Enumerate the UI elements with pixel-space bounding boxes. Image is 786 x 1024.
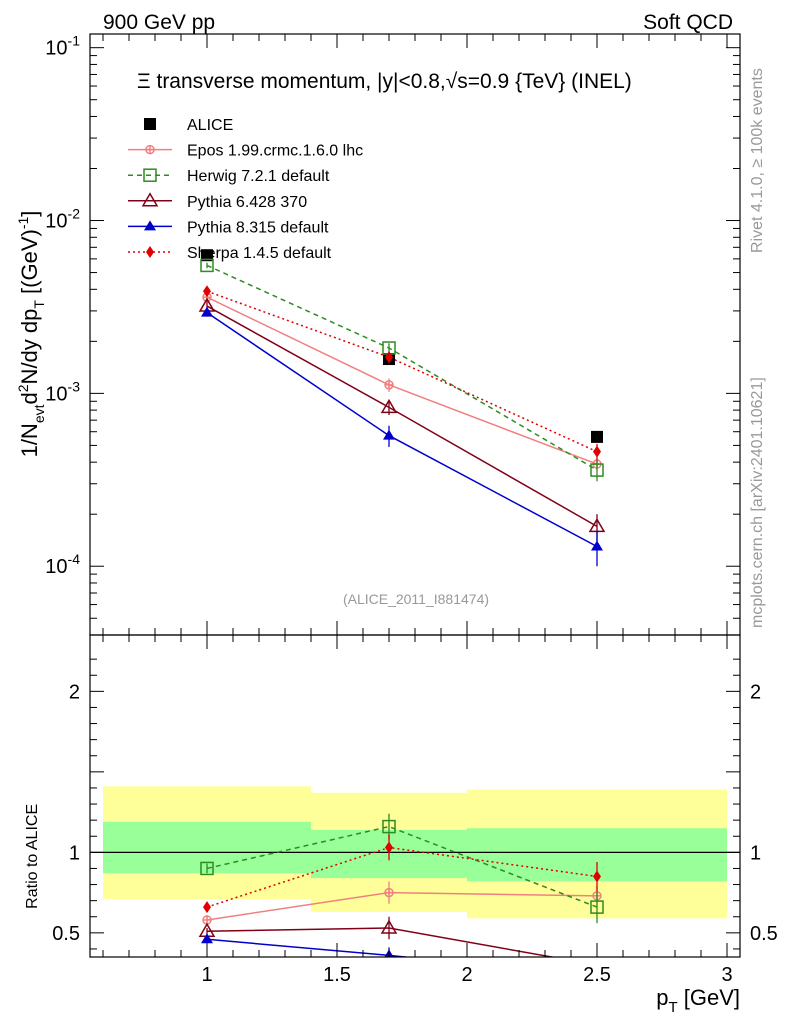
data-point (385, 351, 393, 364)
x-tick-label: 2 (461, 964, 472, 986)
ratio-y-tick-label: 2 (69, 681, 80, 703)
ratio-y-tick-label-right: 0.5 (750, 923, 778, 945)
series-line (206, 312, 598, 548)
ratio-series-pythia-8-315-default (201, 933, 413, 957)
ratio-point (380, 919, 398, 934)
legend-marker (143, 168, 157, 182)
y-tick-label: 10-1 (45, 33, 80, 60)
ratio-y-tick-label-right: 2 (750, 681, 761, 703)
ratio-point (593, 870, 601, 883)
data-point (201, 249, 213, 262)
header-left: 900 GeV pp (103, 11, 215, 34)
main-panel: 10-1 10-2 10-3 10-4 1/Nevtd2N/dy dpT [(GeV)-… (15, 33, 741, 636)
legend-label: Sherpa 1.4.5 default (187, 245, 332, 262)
data-point (591, 540, 603, 551)
series-line (206, 264, 598, 471)
series-herwig-7-2-1-default (200, 258, 604, 482)
legend-item: Pythia 8.315 default (128, 219, 329, 236)
data-point (201, 306, 213, 317)
ratio-y-tick-label: 0.5 (52, 923, 80, 945)
legend-item: ALICE (144, 117, 233, 134)
ratio-y-tick-label: 1 (69, 842, 80, 864)
ratio-point (201, 933, 213, 944)
mcplots-label: mcplots.cern.ch [arXiv:2401.10621] (749, 377, 766, 628)
ratio-y-tick-label-right: 1 (750, 842, 761, 864)
series-line (206, 290, 598, 453)
y-tick-label: 10-4 (45, 551, 80, 578)
legend-item: Herwig 7.2.1 default (128, 168, 330, 185)
ratio-y-label: Ratio to ALICE (24, 804, 41, 909)
x-tick-label: 1 (201, 964, 212, 986)
series-epos-1-99-crmc-1-6-0-lhc (202, 292, 602, 471)
y-tick-label: 10-3 (45, 378, 80, 405)
data-point (200, 258, 214, 273)
legend-marker (144, 220, 156, 231)
y-axis-label: 1/Nevtd2N/dy dpT [(GeV)-1] (15, 211, 47, 458)
x-tick-label: 1.5 (323, 964, 351, 986)
data-point (591, 430, 603, 443)
analysis-watermark: (ALICE_2011_I881474) (343, 591, 489, 607)
ratio-point (200, 861, 214, 876)
rivet-label: Rivet 4.1.0, ≥ 100k events (749, 68, 766, 253)
series-sherpa-1-4-5-default (203, 285, 601, 461)
data-point (593, 445, 601, 458)
legend-marker (146, 246, 154, 258)
data-point (203, 285, 211, 298)
legend-label: Pythia 8.315 default (187, 219, 329, 236)
ratio-point (382, 819, 396, 834)
legend-label: ALICE (187, 117, 233, 134)
ratio-line (206, 825, 598, 908)
legend-label: Herwig 7.2.1 default (187, 168, 330, 185)
ratio-point (590, 900, 604, 914)
data-point (384, 380, 394, 390)
ratio-series-sherpa-1-4-5-default (203, 834, 601, 914)
series-alice (201, 249, 603, 443)
legend-item: Pythia 6.428 370 (128, 192, 307, 211)
legend-marker (141, 192, 159, 207)
y-tick-label: 10-2 (45, 206, 80, 233)
ratio-line (206, 927, 557, 957)
data-point (380, 398, 398, 414)
series-pythia-6-428-370 (198, 297, 606, 541)
legend: ALICE Epos 1.99.crmc.1.6.0 lhc Herwig 7.2.… (128, 117, 363, 262)
legend-marker (145, 144, 155, 155)
ratio-series-group (198, 813, 604, 957)
series-line (206, 296, 598, 465)
x-tick-label: 3 (721, 964, 732, 986)
legend-label: Epos 1.99.crmc.1.6.0 lhc (187, 143, 363, 160)
ratio-line (206, 938, 413, 957)
header-right: Soft QCD (643, 11, 733, 34)
x-tick-label: 2.5 (583, 964, 611, 986)
legend-marker (144, 118, 156, 130)
data-point (383, 429, 395, 440)
x-axis-label: pT [GeV] (656, 985, 740, 1016)
ratio-point (385, 841, 393, 854)
series-pythia-8-315-default (201, 306, 603, 567)
legend-label: Pythia 6.428 370 (187, 194, 307, 211)
ratio-panel: 0.5 0.5 1 1 2 2 1 1.5 2 2.5 3pT [GeV] Ratio to ALIC… (24, 634, 778, 1016)
ratio-point (384, 887, 394, 898)
ratio-point (203, 901, 211, 914)
chart-title: Ξ transverse momentum, |y|<0.8,√s=0.9 {T… (137, 70, 632, 93)
ratio-series-pythia-6-428-370 (198, 916, 598, 957)
legend-item: Epos 1.99.crmc.1.6.0 lhc (128, 143, 363, 160)
series-line (206, 305, 598, 528)
data-point (590, 463, 604, 477)
legend-item: Sherpa 1.4.5 default (128, 245, 332, 262)
